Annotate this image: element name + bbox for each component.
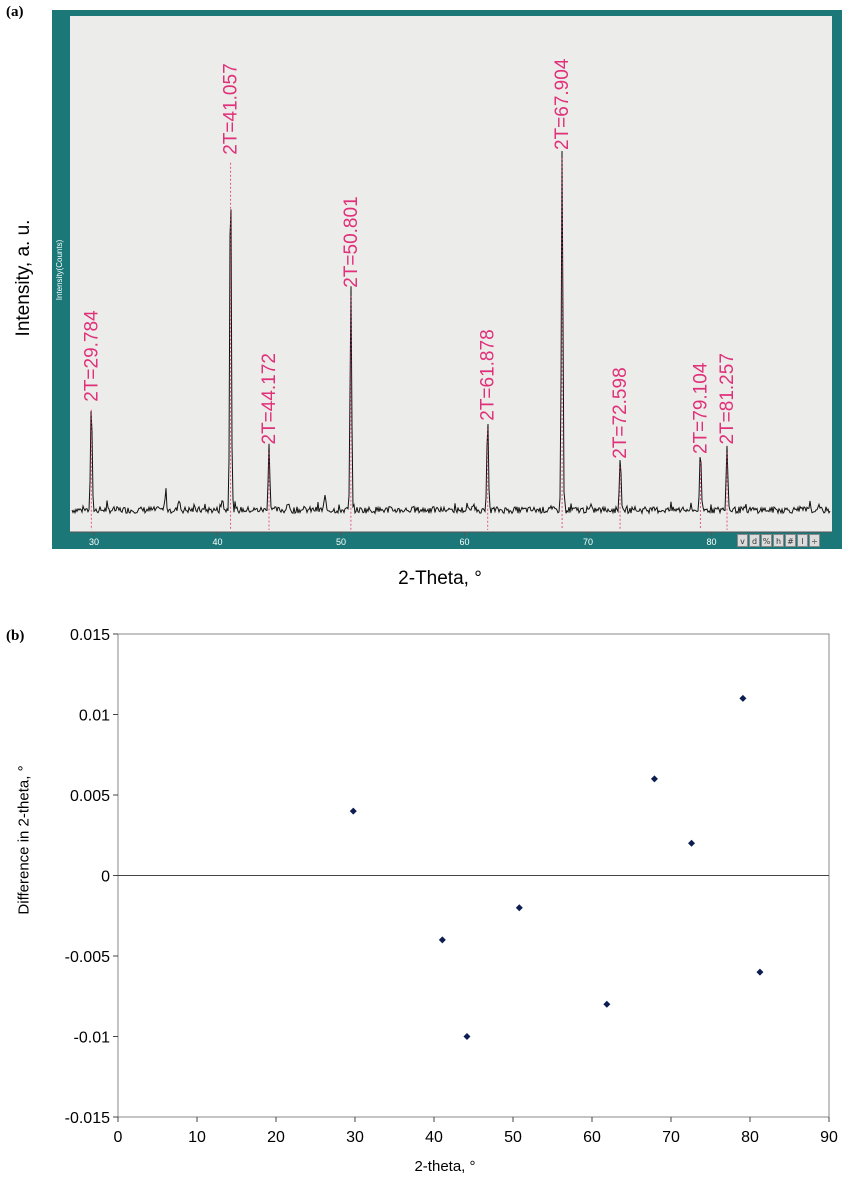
- scatter-x-tick-label: 30: [346, 1129, 364, 1146]
- scatter-y-tick-label: 0.015: [70, 627, 110, 644]
- scatter-x-tick-label: 40: [425, 1129, 443, 1146]
- peak-label: 2T=72.598: [610, 367, 631, 458]
- scatter-x-tick-label: 10: [188, 1129, 206, 1146]
- scatter-point: [438, 936, 446, 944]
- peak-label: 2T=44.172: [259, 353, 280, 444]
- xrd-pattern-chart: Intensity(Counts) 30 40 50 60 70 80 2T=29.784 2T…: [55, 58, 832, 547]
- tool-h-button[interactable]: h: [773, 534, 784, 547]
- peak-label: 2T=41.057: [221, 63, 242, 154]
- xrd-toolbar: v d % h # l ÷: [737, 534, 821, 548]
- peak-label: 2T=81.257: [717, 353, 738, 444]
- peak-label: 2T=79.104: [690, 362, 711, 454]
- xrd-x-tick-label: 30: [89, 537, 99, 547]
- tool-divide-button[interactable]: ÷: [809, 534, 820, 547]
- scatter-y-tick-label: 0: [101, 869, 110, 886]
- panel-b-letter: (b): [6, 628, 25, 644]
- tool-d-button[interactable]: d: [749, 534, 760, 547]
- scatter-x-tick-label: 80: [741, 1129, 759, 1146]
- peak-label: 2T=67.904: [552, 58, 573, 150]
- scatter-point: [603, 1000, 611, 1008]
- tool-hash-button[interactable]: #: [785, 534, 796, 547]
- tool-l-button[interactable]: l: [797, 534, 808, 547]
- xrd-x-tick-label: 40: [212, 537, 222, 547]
- scatter-y-tick-label: 0.01: [79, 708, 110, 725]
- panel-b-x-axis-label: 2-theta, °: [414, 1158, 476, 1175]
- scatter-point: [515, 904, 523, 912]
- xrd-x-tick-label: 80: [706, 537, 716, 547]
- peak-label: 2T=61.878: [478, 329, 499, 420]
- scatter-y-tick-label: -0.015: [65, 1110, 110, 1127]
- peak-label: 2T=50.801: [341, 196, 362, 287]
- scatter-y-tick-label: 0.005: [70, 788, 110, 805]
- scatter-x-tick-label: 50: [504, 1129, 522, 1146]
- scatter-x-tick-label: 20: [267, 1129, 285, 1146]
- peak-label: 2T=29.784: [81, 310, 102, 402]
- scatter-point: [739, 694, 747, 702]
- scatter-y-tick-label: -0.005: [65, 949, 110, 966]
- scatter-point: [756, 968, 764, 976]
- xrd-plot-area: [70, 16, 832, 532]
- tool-percent-button[interactable]: %: [761, 534, 772, 547]
- scatter-y-tick-label: -0.01: [74, 1030, 111, 1047]
- scatter-point: [650, 775, 658, 783]
- inner-y-axis-label: Intensity(Counts): [55, 239, 64, 300]
- scatter-point: [349, 807, 357, 815]
- xrd-x-tick-label: 70: [583, 537, 593, 547]
- xrd-x-tick-label: 60: [459, 537, 469, 547]
- panel-a-letter: (a): [6, 4, 24, 20]
- xrd-trace: [71, 150, 831, 516]
- scatter-point: [688, 839, 696, 847]
- scatter-x-tick-label: 0: [114, 1129, 123, 1146]
- scatter-x-tick-label: 90: [820, 1129, 838, 1146]
- scatter-x-tick-label: 60: [583, 1129, 601, 1146]
- tool-v-button[interactable]: v: [737, 534, 748, 547]
- xrd-x-tick-label: 50: [336, 537, 346, 547]
- scatter-x-tick-label: 70: [662, 1129, 680, 1146]
- scatter-point: [463, 1033, 471, 1040]
- panel-a-x-axis-label: 2-Theta, °: [398, 568, 482, 589]
